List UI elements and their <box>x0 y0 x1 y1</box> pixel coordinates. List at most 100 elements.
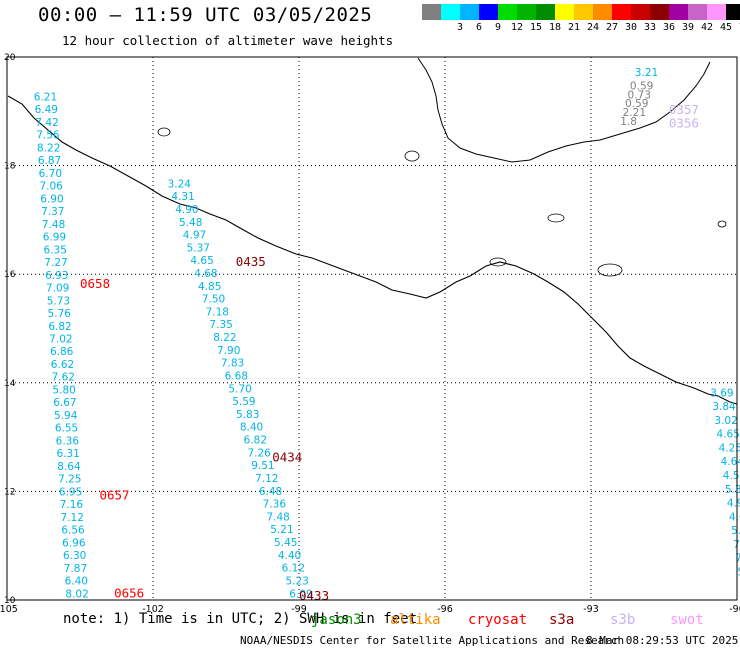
lat-tick-label: 18 <box>4 162 16 172</box>
wave-height-value: 6.87 <box>38 155 61 167</box>
legend-label: 39 <box>681 22 695 33</box>
wave-height-value: 6.30 <box>63 550 86 562</box>
legend-label: 3 <box>456 22 464 33</box>
wave-height-value: 5.80 <box>52 384 75 396</box>
satellite-label: jason3 <box>311 612 362 628</box>
lat-tick-label: 12 <box>4 487 15 497</box>
wave-height-value: 5.83 <box>236 409 259 421</box>
wave-height-value: 4.65 <box>729 511 740 523</box>
wave-height-value: 7.42 <box>35 117 58 129</box>
wave-height-value: 7.12 <box>255 473 278 485</box>
wave-height-value: 5.30 <box>725 484 740 496</box>
legend-label: 15 <box>529 22 543 33</box>
wave-height-value: 7.36 <box>263 499 287 511</box>
wave-height-value: 2.21 <box>623 107 646 119</box>
wave-height-value: 5. <box>737 566 740 578</box>
wave-height-value: 6.62 <box>51 359 74 371</box>
wave-height-value: 5.73 <box>47 295 70 307</box>
legend-swatch <box>536 4 555 20</box>
legend-label: 18 <box>548 22 562 33</box>
wave-height-value: 7.48 <box>266 511 289 523</box>
wave-height-value: 7.87 <box>64 563 87 575</box>
wave-height-value: 6.93 <box>45 270 68 282</box>
legend-label: 42 <box>700 22 714 33</box>
wave-height-value: 5.23 <box>285 575 308 587</box>
wave-height-value: 3.69 <box>710 387 733 399</box>
wave-height-value: 6.35 <box>44 244 67 256</box>
legend-swatch <box>517 4 536 20</box>
pass-time-label: 0433 <box>299 588 329 603</box>
satellite-label: s3b <box>610 612 636 628</box>
wave-height-value: 7. <box>735 553 740 565</box>
wave-height-value: 6.21 <box>34 91 57 103</box>
wave-height-value: 6.36 <box>56 435 80 447</box>
wave-height-value: 0.59 <box>625 98 648 110</box>
wave-height-value: 7.18 <box>206 306 229 318</box>
map-subtitle: 12 hour collection of altimeter wave hei… <box>62 33 394 48</box>
legend-swatch <box>498 4 517 20</box>
wave-height-value: 7.37 <box>41 206 64 218</box>
wave-height-value: 6.48 <box>259 486 282 498</box>
wave-height-value: 7.35 <box>209 319 232 331</box>
wave-height-value: 7.09 <box>46 283 69 295</box>
wave-height-value: 6.09 <box>289 588 312 600</box>
wave-height-value: 7.25 <box>58 474 81 486</box>
legend-swatch <box>650 4 669 20</box>
pass-time-label: 0657 <box>99 488 129 503</box>
wave-height-value: 7.48 <box>42 219 65 231</box>
wave-height-value: 6.82 <box>244 435 267 447</box>
map-title: 00:00 — 11:59 UTC 03/05/2025 <box>38 4 373 26</box>
lon-tick-label: -93 <box>583 604 599 615</box>
wave-height-value: 4.65 <box>190 255 213 267</box>
wave-height-value: 6.68 <box>225 370 248 382</box>
legend-swatch <box>688 4 707 20</box>
lon-tick-label: -105 <box>0 604 18 615</box>
wave-height-value: 5.94 <box>54 410 78 422</box>
wave-height-value: 7.12 <box>61 512 84 524</box>
wave-height-value: 4.97 <box>727 498 740 510</box>
footer-note: note: 1) Time is in UTC; 2) SWH is in fe… <box>63 611 418 627</box>
legend-swatch <box>707 4 726 20</box>
legend-swatch <box>593 4 612 20</box>
wave-height-value: 7.06 <box>39 181 63 193</box>
pass-time-label: 0435 <box>236 254 266 269</box>
pass-time-label: 0434 <box>272 450 302 465</box>
wave-height-value: 6.31 <box>56 448 79 460</box>
legend-swatch <box>612 4 631 20</box>
wave-height-value: 6.82 <box>48 321 71 333</box>
lat-tick-label: 20 <box>4 53 16 63</box>
wave-height-value: 6.70 <box>39 168 62 180</box>
wave-height-value: 8.22 <box>213 332 236 344</box>
lat-tick-label: 16 <box>4 270 16 280</box>
wave-height-value: 6.90 <box>40 193 63 205</box>
wave-height-value: 4.68 <box>194 268 217 280</box>
wave-height-value: 5.37 <box>187 242 210 254</box>
pass-time-label: 0656 <box>114 585 144 600</box>
wave-height-value: 4.31 <box>171 191 194 203</box>
wave-height-value: 6.96 <box>62 537 86 549</box>
satellite-label: altika <box>390 612 441 628</box>
wave-height-value: 3.02 <box>714 415 737 427</box>
wave-height-value: 7.26 <box>247 447 271 459</box>
legend-swatch <box>479 4 498 20</box>
wave-height-value: 5.21 <box>270 524 293 536</box>
lat-tick-label: 14 <box>4 379 16 389</box>
legend-label: 27 <box>605 22 619 33</box>
wave-height-value: 8.02 <box>65 588 88 600</box>
wave-height-value: 7.56 <box>36 130 60 142</box>
wave-height-value: 6.56 <box>61 525 85 537</box>
wave-height-value: 7.50 <box>202 294 225 306</box>
legend-label: 36 <box>662 22 676 33</box>
pass-time-label: 0658 <box>80 276 110 291</box>
lon-tick-label: -96 <box>437 604 453 615</box>
coastline-gulf <box>417 57 711 163</box>
pass-time-label: 0357 <box>669 102 699 117</box>
legend-label: 21 <box>567 22 581 33</box>
island-outline <box>597 263 623 277</box>
wave-height-value: 3.24 <box>168 178 192 190</box>
legend-swatch <box>726 4 740 20</box>
wave-height-value: 5.70 <box>228 383 251 395</box>
wave-height-value: 4.85 <box>198 281 221 293</box>
wave-height-value: 7.62 <box>52 372 75 384</box>
legend-swatch <box>555 4 574 20</box>
